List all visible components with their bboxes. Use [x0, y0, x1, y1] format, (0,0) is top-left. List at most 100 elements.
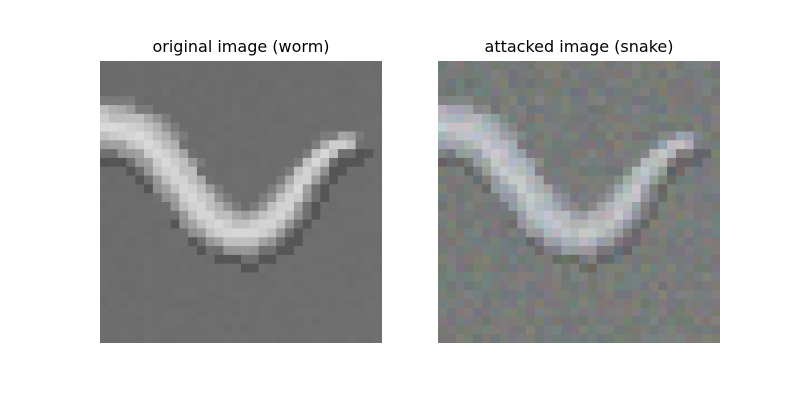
- original-image-pixel: [311, 202, 321, 212]
- original-image-pixel: [267, 237, 277, 247]
- attacked-image-pixel: [649, 219, 659, 229]
- original-image-pixel: [214, 69, 224, 80]
- attacked-image-pixel: [702, 210, 712, 221]
- attacked-image-pixel: [596, 105, 606, 115]
- original-image-pixel: [214, 228, 224, 238]
- attacked-image-pixel: [667, 210, 677, 221]
- original-image-pixel: [108, 298, 119, 309]
- attacked-image-pixel: [534, 193, 545, 203]
- attacked-image-pixel: [675, 157, 686, 168]
- attacked-image-pixel: [596, 219, 606, 229]
- attacked-image-pixel: [570, 175, 580, 185]
- original-image-pixel: [223, 316, 233, 326]
- attacked-image-pixel: [499, 184, 509, 194]
- original-image-pixel: [311, 290, 321, 300]
- original-image-pixel: [311, 184, 321, 194]
- attacked-image-pixel: [543, 334, 553, 343]
- attacked-image-pixel: [658, 263, 668, 273]
- original-image-pixel: [214, 246, 224, 256]
- original-image-pixel: [293, 193, 304, 203]
- attacked-image-pixel: [667, 78, 677, 88]
- attacked-image-pixel: [675, 61, 686, 71]
- original-image-pixel: [276, 193, 286, 203]
- original-image-pixel: [320, 272, 330, 282]
- attacked-image-pixel: [490, 210, 501, 221]
- attacked-image-pixel: [693, 87, 703, 97]
- attacked-image-pixel: [526, 237, 536, 247]
- attacked-image-pixel: [517, 334, 527, 343]
- original-image-pixel: [285, 69, 295, 80]
- attacked-image-pixel: [693, 316, 703, 326]
- original-image-pixel: [144, 210, 154, 221]
- attacked-image-pixel: [543, 131, 553, 141]
- attacked-image-pixel: [526, 316, 536, 326]
- attacked-image-pixel: [499, 272, 509, 282]
- original-image-pixel: [108, 316, 119, 326]
- attacked-image-pixel: [640, 237, 650, 247]
- original-image-pixel: [205, 272, 215, 282]
- original-image-pixel: [196, 78, 207, 88]
- attacked-image-pixel: [570, 166, 580, 176]
- attacked-image-pixel: [640, 334, 650, 343]
- attacked-image-pixel: [482, 113, 492, 124]
- original-image-pixel: [170, 210, 180, 221]
- attacked-image-pixel: [675, 87, 686, 97]
- original-image-pixel: [196, 307, 207, 317]
- original-image-pixel: [161, 78, 171, 88]
- attacked-image-pixel: [702, 175, 712, 185]
- attacked-image-pixel: [667, 219, 677, 229]
- original-image-pixel: [241, 87, 251, 97]
- original-image-pixel: [364, 184, 374, 194]
- original-image-pixel: [267, 149, 277, 159]
- original-image-pixel: [188, 184, 198, 194]
- attacked-image-pixel: [552, 219, 562, 229]
- attacked-image-pixel: [482, 307, 492, 317]
- attacked-image-pixel: [552, 202, 562, 212]
- original-image-pixel: [223, 263, 233, 273]
- attacked-image-pixel: [446, 184, 457, 194]
- attacked-image-pixel: [579, 290, 589, 300]
- original-image-pixel: [170, 246, 180, 256]
- original-image-pixel: [302, 254, 312, 265]
- original-image-pixel: [214, 140, 224, 150]
- attacked-image-pixel: [482, 87, 492, 97]
- attacked-image-pixel: [455, 307, 465, 317]
- original-image-pixel: [196, 131, 207, 141]
- original-image-pixel: [258, 246, 268, 256]
- original-image-pixel: [144, 290, 154, 300]
- original-image-pixel: [152, 272, 163, 282]
- original-image-pixel: [108, 131, 119, 141]
- attacked-image-pixel: [455, 228, 465, 238]
- attacked-image-pixel: [482, 96, 492, 106]
- attacked-image-pixel: [499, 157, 509, 168]
- original-image-pixel: [249, 281, 260, 291]
- attacked-image-pixel: [693, 193, 703, 203]
- original-image-pixel: [355, 263, 365, 273]
- original-image-pixel: [152, 263, 163, 273]
- original-image-pixel: [293, 131, 304, 141]
- original-image-pixel: [135, 140, 145, 150]
- original-image-pixel: [267, 87, 277, 97]
- attacked-image-pixel: [587, 316, 598, 326]
- attacked-image-pixel: [543, 78, 553, 88]
- original-image-pixel: [329, 316, 339, 326]
- attacked-image-pixel: [667, 105, 677, 115]
- attacked-image-pixel: [490, 298, 501, 309]
- attacked-image-pixel: [499, 254, 509, 265]
- attacked-image-pixel: [579, 202, 589, 212]
- attacked-image-pixel: [552, 184, 562, 194]
- attacked-image-pixel: [614, 281, 624, 291]
- original-image-pixel: [241, 166, 251, 176]
- original-image-pixel: [196, 61, 207, 71]
- attacked-image-pixel: [570, 263, 580, 273]
- attacked-image-pixel: [464, 149, 474, 159]
- original-image-pixel: [188, 263, 198, 273]
- original-image-pixel: [258, 105, 268, 115]
- attacked-image-pixel: [552, 246, 562, 256]
- attacked-image-pixel: [587, 325, 598, 335]
- attacked-image-pixel: [561, 325, 571, 335]
- original-image-pixel: [170, 69, 180, 80]
- original-image-pixel: [214, 149, 224, 159]
- original-image-pixel: [267, 228, 277, 238]
- original-image-pixel: [320, 334, 330, 343]
